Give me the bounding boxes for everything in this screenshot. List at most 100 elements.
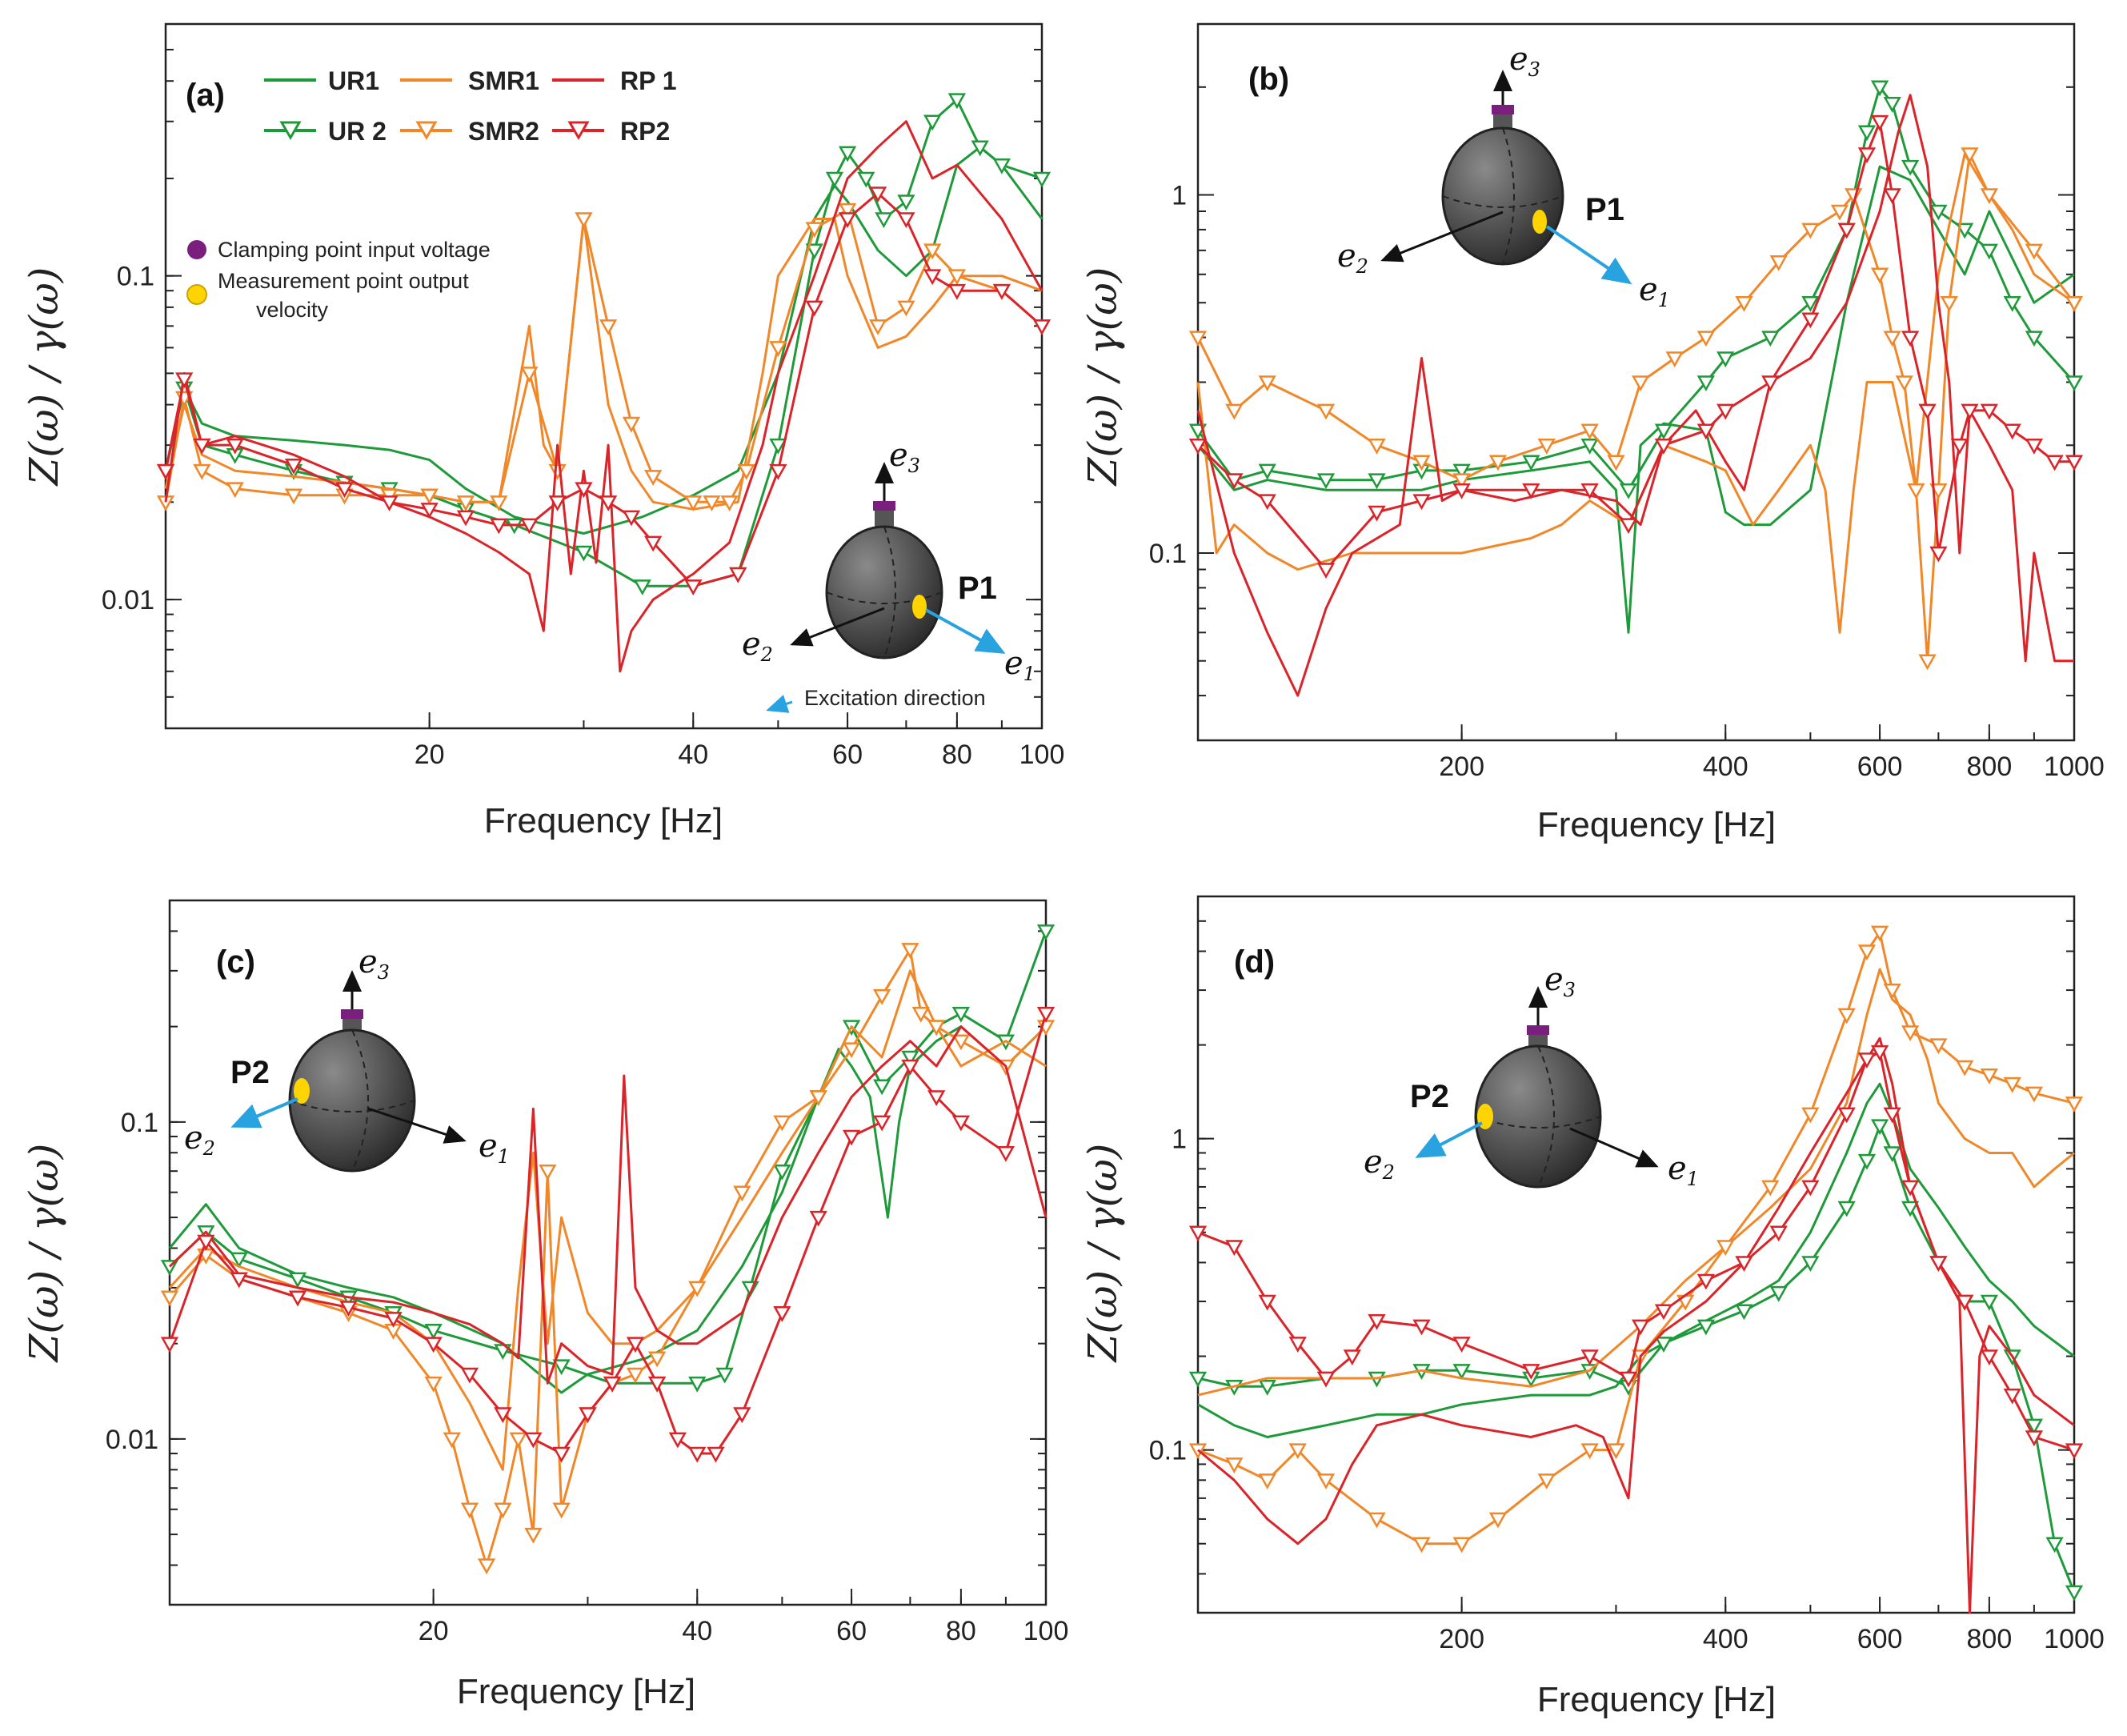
data-point-marker bbox=[1343, 1349, 1361, 1366]
clamp-point-marker bbox=[1527, 1025, 1549, 1035]
x-tick-label: 400 bbox=[1703, 752, 1748, 782]
data-point-marker bbox=[1901, 331, 1920, 347]
data-point-marker bbox=[193, 463, 211, 480]
data-point-marker bbox=[1870, 925, 1889, 942]
x-tick-label: 200 bbox=[1439, 1624, 1484, 1654]
y-axis-label: Z(ω) / γ(ω) bbox=[1080, 1144, 1126, 1364]
data-point-marker bbox=[1801, 295, 1820, 312]
x-tick-label: 100 bbox=[1023, 1616, 1069, 1646]
data-point-marker bbox=[226, 482, 244, 499]
e1-arrow bbox=[1545, 225, 1632, 285]
y-tick-label: 0.1 bbox=[117, 262, 154, 292]
data-point-marker bbox=[2025, 1430, 2044, 1447]
data-point-marker bbox=[335, 482, 354, 499]
data-point-marker bbox=[1696, 375, 1715, 392]
x-tick-label: 20 bbox=[415, 740, 445, 770]
e2-label: e2 bbox=[742, 626, 773, 666]
x-tick-label: 60 bbox=[832, 740, 863, 770]
data-point-marker bbox=[539, 1164, 557, 1181]
data-point-marker bbox=[1368, 1313, 1386, 1330]
data-point-marker bbox=[1607, 455, 1625, 471]
data-point-marker bbox=[901, 943, 919, 959]
data-point-marker bbox=[869, 319, 887, 335]
data-point-marker bbox=[729, 567, 747, 583]
data-point-marker bbox=[524, 1527, 543, 1544]
data-point-marker bbox=[1452, 473, 1471, 490]
x-tick-label: 600 bbox=[1857, 752, 1903, 782]
ticks: 20 40 60 80 100 0.01 0.1 bbox=[106, 900, 1069, 1646]
data-point-marker bbox=[1580, 483, 1599, 499]
data-point-marker bbox=[1368, 439, 1386, 455]
data-point-marker bbox=[1901, 1180, 1920, 1197]
sphere bbox=[288, 1028, 416, 1173]
data-point-marker bbox=[2025, 331, 2044, 347]
data-point-marker bbox=[420, 488, 439, 505]
x-tick-label: 800 bbox=[1967, 752, 2013, 782]
data-point-marker bbox=[575, 545, 593, 562]
data-point-marker bbox=[1368, 505, 1386, 522]
data-point-marker bbox=[1961, 147, 1979, 164]
series-line bbox=[1197, 1050, 2075, 1452]
e3-label: e3 bbox=[1544, 961, 1576, 1001]
data-point-marker bbox=[2065, 1585, 2084, 1602]
x-axis-label: Frequency [Hz] bbox=[1537, 805, 1776, 844]
data-point-marker bbox=[520, 518, 539, 535]
data-point-marker bbox=[1188, 331, 1208, 347]
data-point-marker bbox=[901, 1050, 919, 1067]
data-point-marker bbox=[773, 1164, 791, 1181]
data-point-marker bbox=[1801, 1107, 1820, 1124]
data-point-marker bbox=[838, 202, 857, 219]
y-axis-label: Z(ω) / γ(ω) bbox=[21, 267, 67, 487]
series-layer bbox=[1188, 80, 2084, 697]
data-point-marker bbox=[1696, 331, 1715, 347]
data-point-marker bbox=[1956, 223, 1974, 239]
data-point-marker bbox=[2045, 1537, 2064, 1554]
data-point-marker bbox=[923, 114, 942, 131]
data-point-marker bbox=[1801, 312, 1820, 329]
panel-c: 20 40 60 80 100 0.01 0.1 (c) Frequency [Hz] Z(… bbox=[21, 899, 1069, 1711]
legend-label: RP2 bbox=[620, 117, 670, 146]
data-point-marker bbox=[2025, 243, 2044, 260]
data-point-marker bbox=[1716, 351, 1735, 368]
data-point-marker bbox=[230, 1252, 248, 1269]
data-point-marker bbox=[1412, 494, 1431, 511]
data-point-marker bbox=[992, 158, 1011, 174]
data-point-marker bbox=[460, 1367, 479, 1384]
data-point-marker bbox=[490, 518, 508, 535]
data-point-marker bbox=[1716, 403, 1735, 420]
data-point-marker bbox=[552, 1359, 571, 1376]
data-point-marker bbox=[769, 341, 787, 357]
e1-arrow bbox=[925, 608, 1006, 654]
data-point-marker bbox=[838, 146, 857, 162]
data-point-marker bbox=[633, 579, 651, 595]
data-point-marker bbox=[1870, 114, 1889, 131]
data-point-marker bbox=[1316, 1473, 1336, 1489]
data-point-marker bbox=[1580, 1349, 1599, 1366]
data-point-marker bbox=[644, 470, 663, 486]
data-point-marker bbox=[992, 283, 1011, 300]
data-point-marker bbox=[1258, 1379, 1276, 1396]
point-label: P2 bbox=[230, 1055, 270, 1090]
data-point-marker bbox=[897, 212, 915, 229]
e3-label: e3 bbox=[359, 944, 390, 984]
legend-label: UR1 bbox=[328, 66, 379, 95]
data-point-marker bbox=[1696, 1319, 1715, 1336]
data-point-marker bbox=[284, 488, 303, 505]
data-point-marker bbox=[947, 269, 967, 286]
data-point-marker bbox=[1607, 1443, 1625, 1460]
data-point-marker bbox=[1735, 295, 1753, 312]
x-tick-label: 1000 bbox=[2044, 752, 2105, 782]
data-point-marker bbox=[1632, 375, 1650, 392]
data-point-marker bbox=[1258, 375, 1276, 392]
data-point-marker bbox=[1929, 204, 1948, 221]
series-layer bbox=[1188, 925, 2084, 1614]
legend-entry: SMR2 bbox=[400, 117, 539, 146]
e1-label: e1 bbox=[1668, 1150, 1699, 1190]
x-tick-label: 200 bbox=[1439, 752, 1484, 782]
sphere-diagram: e3 e2 e1 P1 bbox=[742, 437, 1035, 685]
data-point-marker bbox=[1883, 97, 1901, 113]
series-rp1 bbox=[164, 120, 1043, 673]
data-point-marker bbox=[1188, 1225, 1208, 1242]
data-point-marker bbox=[1258, 494, 1276, 511]
data-point-marker bbox=[2003, 1076, 2021, 1093]
